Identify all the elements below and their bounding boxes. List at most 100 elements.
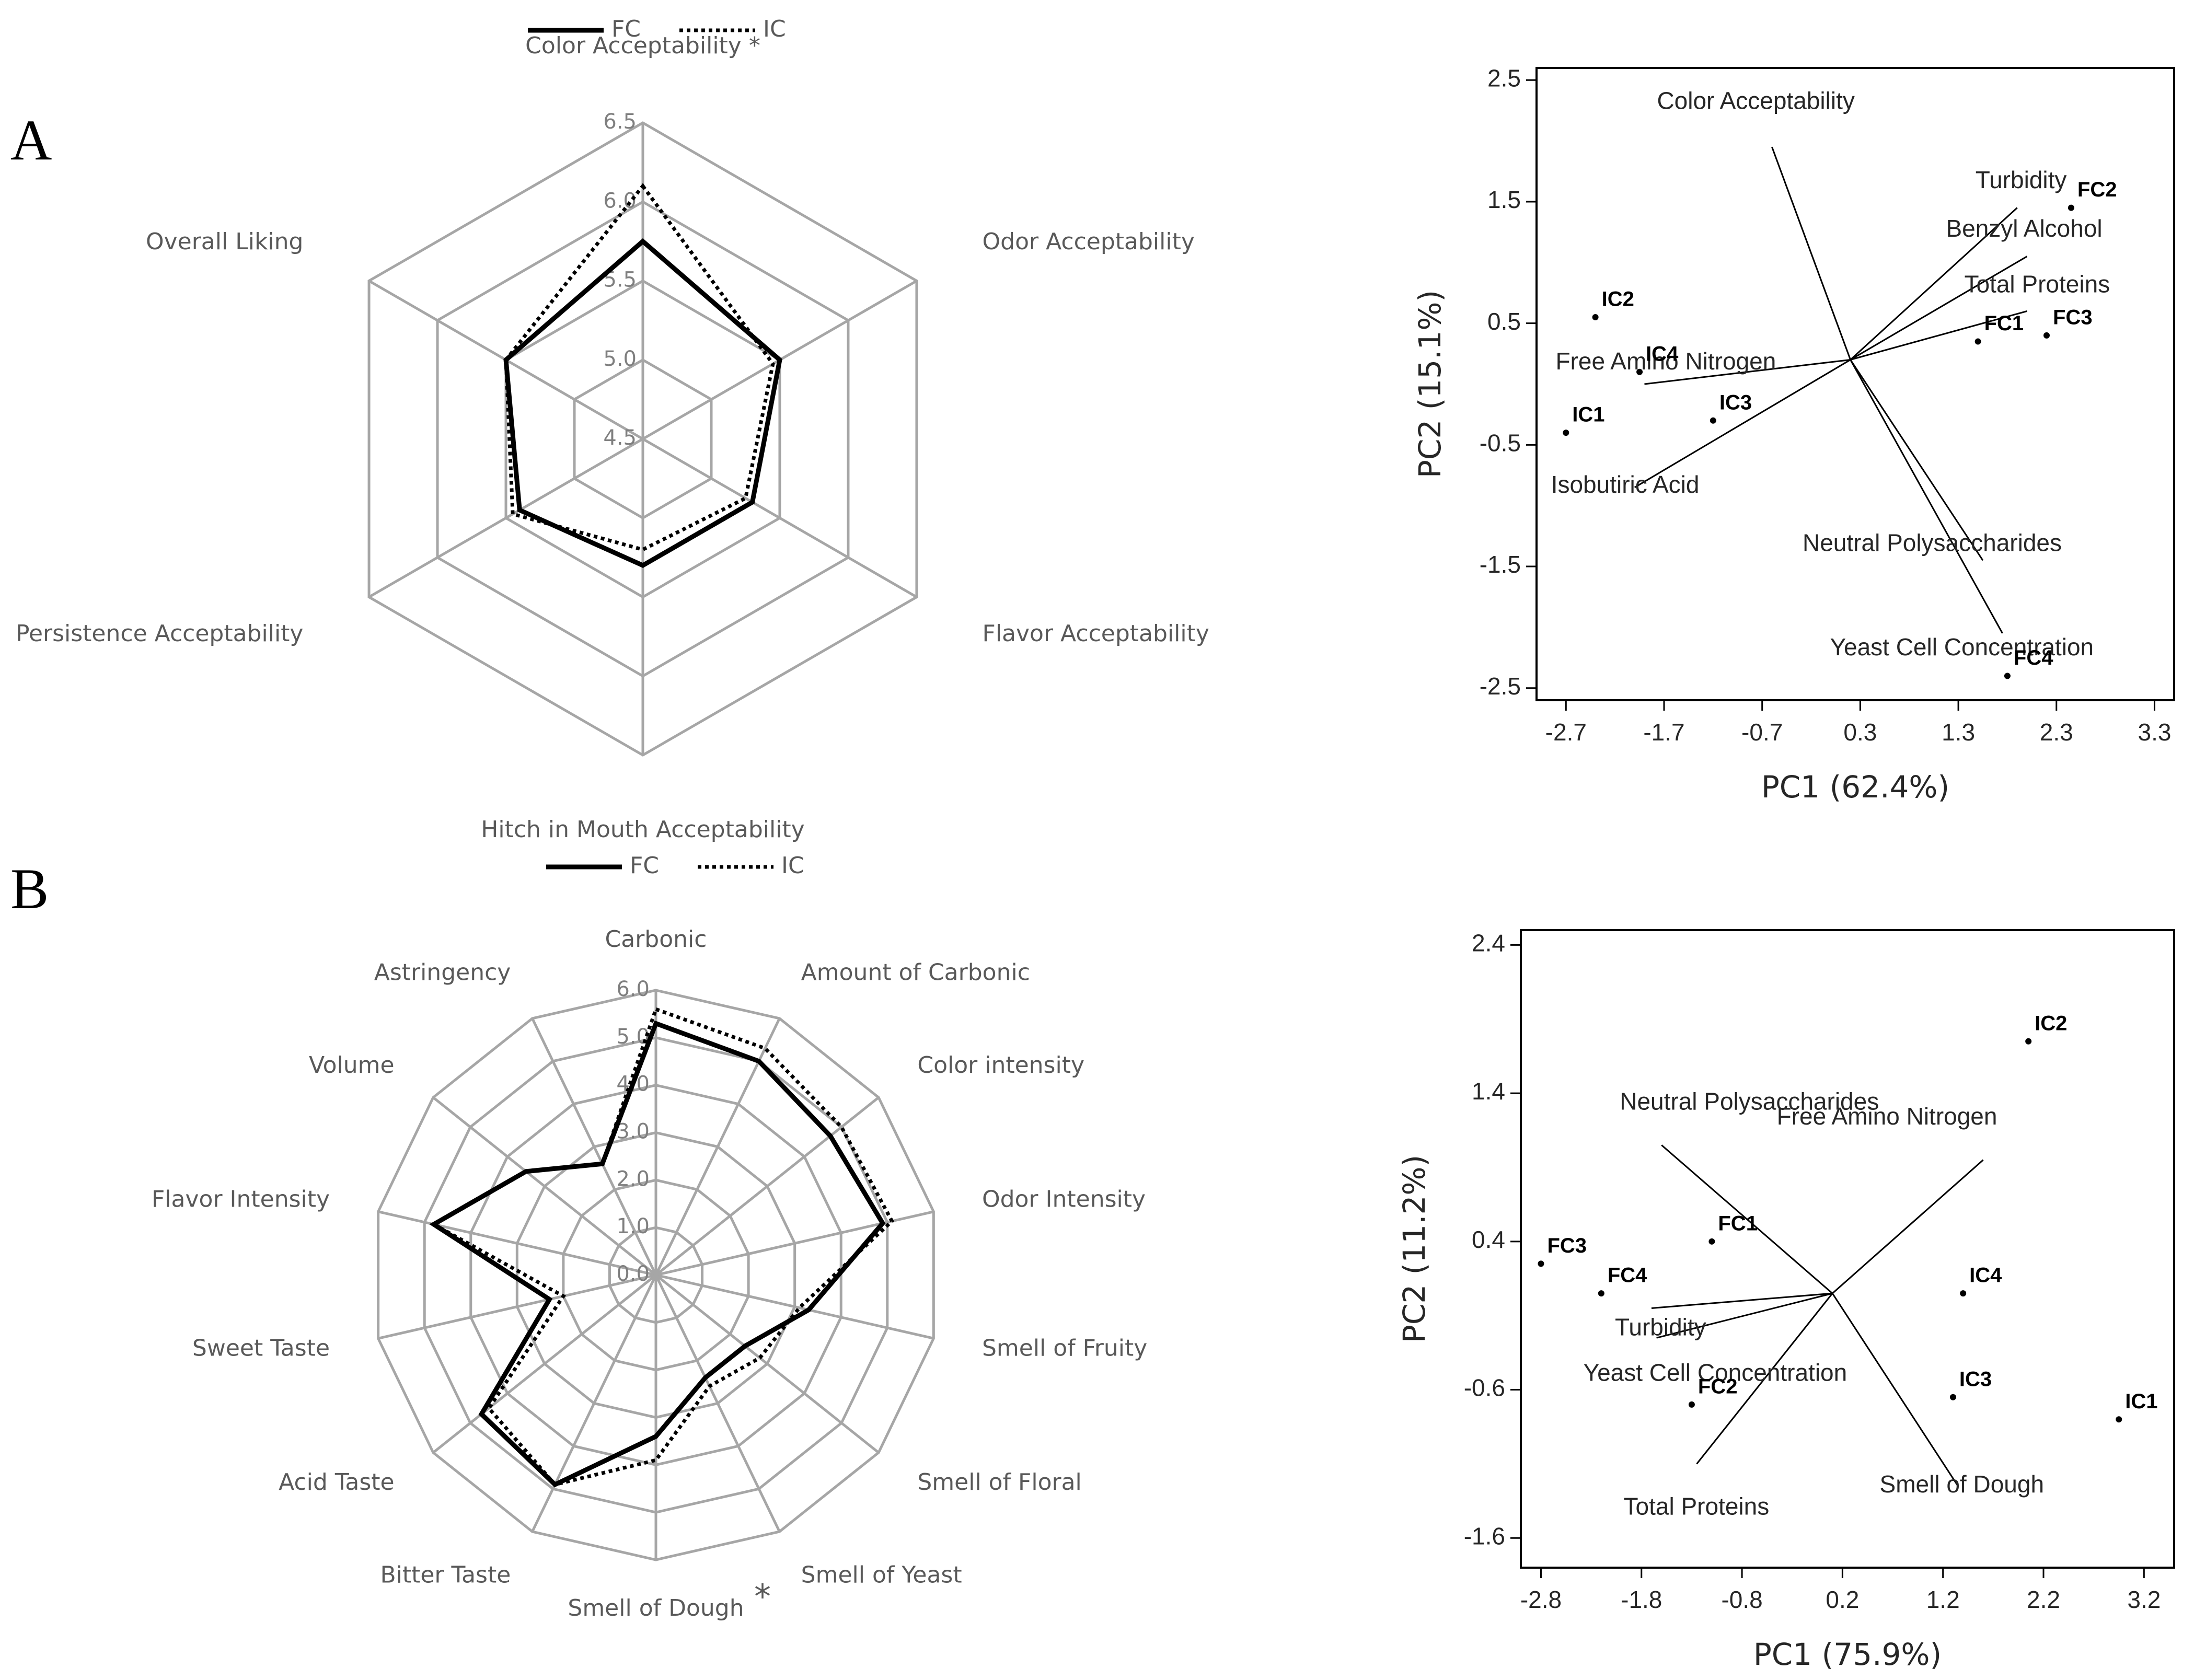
grid-spoke [654,1017,781,1276]
score-label: FC3 [2053,306,2093,329]
loading-vector [1644,358,1851,385]
pca-biplot-a: -2.7 -1.7 -0.7 0.3 1.3 2.3 3.3 2.5 1.5 0.5 -0.5 -1.… [1412,64,2175,805]
axis-label: Acid Taste [279,1469,394,1496]
x-tick-label: -0.7 [1741,719,1783,746]
y-tick-label: -2.5 [1480,673,1521,700]
vector-label: Neutral Polysaccharides [1620,1088,1879,1115]
loading-vector [1696,1293,1833,1465]
loading-vector [1850,207,2018,361]
radial-tick-label: 6.0 [603,189,637,213]
score-point [1960,1290,1967,1297]
y-tick-label: 2.5 [1487,64,1521,91]
axis-label: Color Acceptability * [525,32,760,59]
y-tick-label: 1.4 [1472,1077,1505,1105]
score-point [1538,1260,1544,1267]
x-axis-title: PC1 (62.4%) [1761,769,1949,805]
y-tick-label: -0.6 [1464,1374,1505,1401]
vector-label: Turbidity [1615,1314,1706,1341]
series-ic [430,1006,894,1487]
score-label: FC4 [1608,1264,1647,1287]
loading-vector [1850,359,1984,561]
axis-label: Hitch in Mouth Acceptability [481,816,804,843]
plot-frame [1535,67,2175,701]
x-tick-label: -1.8 [1621,1586,1662,1613]
score-point [1949,1394,1956,1400]
x-tick-label: -2.7 [1545,719,1587,746]
score-label: FC2 [1698,1375,1738,1398]
loading-vector [1634,359,1851,489]
legend-label-ic: IC [763,16,786,42]
grid-spoke [378,1210,656,1277]
score-label: IC3 [1719,391,1752,414]
loading-vector [1831,1293,1959,1487]
loading-vector [1771,146,1852,360]
y-tick-label: -1.6 [1464,1522,1505,1549]
y-tick-label: -1.5 [1480,551,1521,578]
pca-biplot-b: -2.8 -1.8 -0.8 0.2 1.2 2.2 3.2 2.4 1.4 0.4 -0.6 -1.… [1396,929,2175,1672]
x-tick-label: 0.3 [1843,719,1877,746]
grid-spoke [432,1274,657,1454]
score-label: FC3 [1547,1234,1587,1257]
y-tick-label: 2.4 [1472,930,1505,957]
score-point [1592,314,1599,321]
score-point [1636,368,1643,375]
grid-spoke [655,1096,880,1276]
axis-label: Smell of Fruity [982,1335,1147,1361]
axis-label: Bitter Taste [380,1562,511,1589]
vector-label: Yeast Cell Concentration [1584,1359,1847,1386]
radial-tick-label: 2.0 [616,1167,650,1191]
loading-vector [1850,310,2027,361]
legend-label-fc: FC [630,852,659,879]
axis-label: Persistence Acceptability [16,620,303,647]
radial-tick-label: 4.5 [603,426,637,450]
x-tick-label: 3.2 [2127,1586,2161,1613]
score-point [1563,430,1569,436]
score-point [2116,1416,2122,1423]
grid-spoke [654,1274,781,1533]
x-tick-label: 2.2 [2027,1586,2060,1613]
axis-label: Volume [309,1052,395,1079]
vector-label: Benzyl Alcohol [1946,215,2102,242]
vector-label: Total Proteins [1964,271,2110,298]
axis-label: Smell of Yeast [801,1562,962,1589]
score-label: IC1 [2125,1390,2157,1413]
legend-label-ic: IC [781,852,804,879]
plot-frame [1520,929,2175,1569]
grid-spoke [368,437,644,598]
x-tick-label: 3.3 [2138,719,2171,746]
grid-spoke [642,437,918,598]
significance-asterisk: * [754,1578,771,1617]
y-tick-label: 0.5 [1487,308,1521,335]
series-ic [504,183,775,552]
radial-tick-label: 3.0 [616,1120,650,1144]
score-label: FC1 [1718,1212,1758,1235]
y-tick-label: 0.4 [1472,1226,1505,1253]
x-tick-label: 1.3 [1942,719,1975,746]
axis-label: Color intensity [917,1052,1084,1079]
y-axis-title: PC2 (11.2%) [1396,1155,1432,1343]
x-tick-label: -2.8 [1520,1586,1562,1613]
x-tick-label: 0.2 [1826,1586,1859,1613]
vector-label: Total Proteins [1624,1493,1770,1520]
score-point [1598,1290,1604,1297]
x-tick-label: 2.3 [2040,719,2073,746]
radial-tick-label: 5.0 [616,1025,650,1049]
series-fc [429,1020,886,1488]
score-point [1710,417,1716,424]
score-label: FC1 [1984,312,2024,335]
axis-label: Carbonic [605,926,707,953]
loading-vector [1832,1159,1984,1294]
radial-tick-label: 1.0 [616,1214,650,1238]
x-tick-label: -1.7 [1643,719,1684,746]
radial-tick-label: 6.0 [616,977,650,1001]
axis-label: Smell of Floral [917,1469,1081,1496]
loading-vector [1656,1292,1833,1339]
grid-spoke [655,1273,934,1340]
vector-label: Smell of Dough [1880,1470,2045,1498]
score-point [2043,332,2050,339]
axis-label: Amount of Carbonic [801,959,1030,986]
score-point [2025,1038,2032,1045]
vector-label: Free Amino Nitrogen [1555,347,1776,375]
